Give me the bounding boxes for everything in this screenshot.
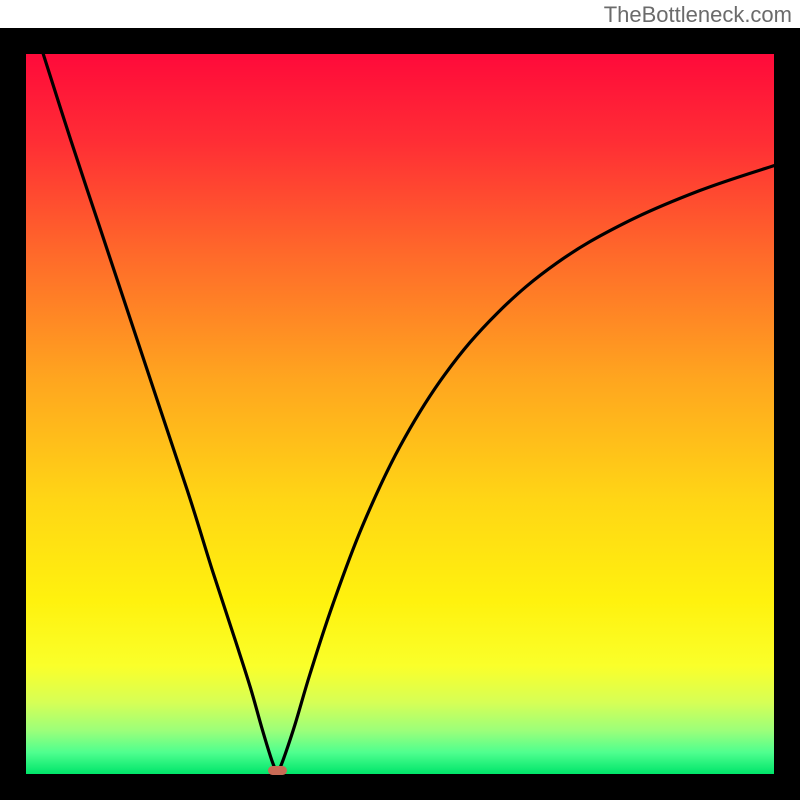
minimum-marker xyxy=(268,766,287,775)
chart-frame: TheBottleneck.com xyxy=(0,0,800,800)
watermark-text: TheBottleneck.com xyxy=(604,2,792,28)
chart-plot-background xyxy=(26,54,774,774)
